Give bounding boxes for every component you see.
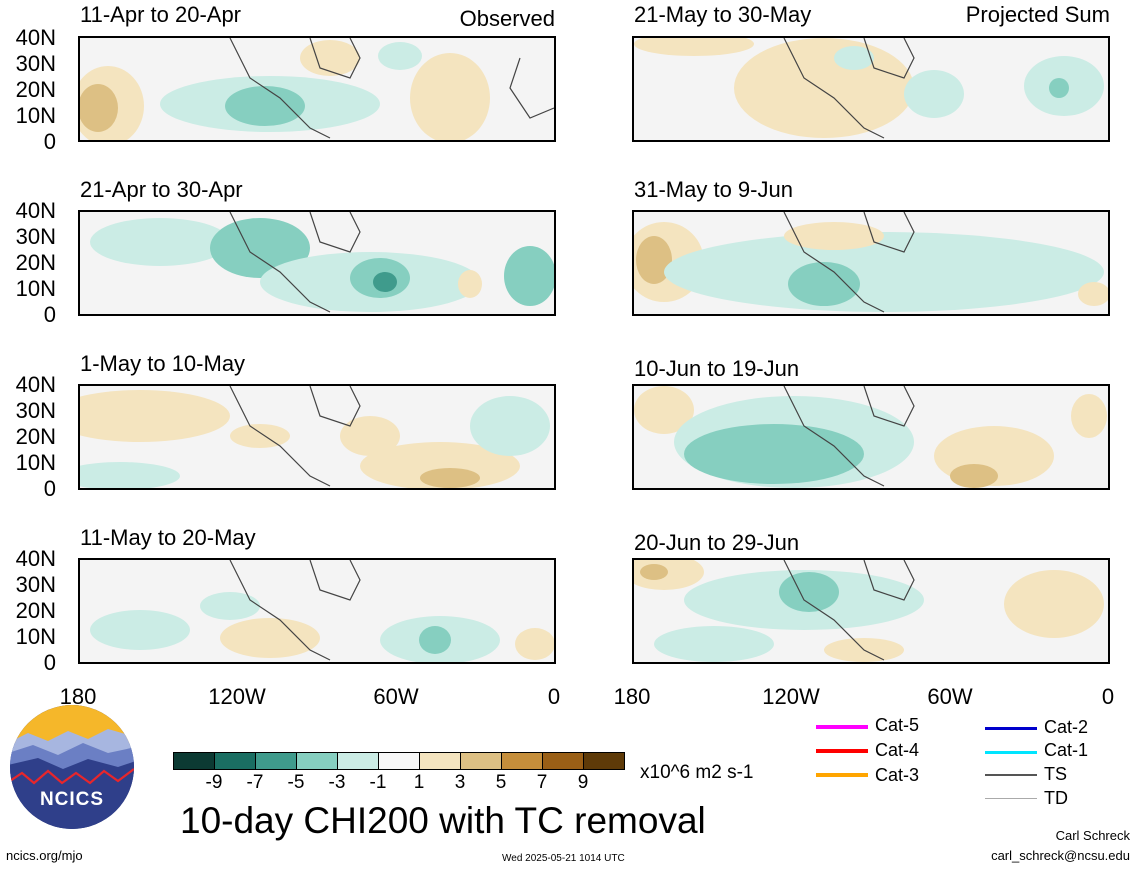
figure-title: 10-day CHI200 with TC removal xyxy=(180,800,706,841)
lon-label: 60W xyxy=(373,684,419,709)
lon-label: 180 xyxy=(613,684,651,709)
lon-label: 0 xyxy=(547,684,561,709)
lat-label: 20N xyxy=(15,424,56,449)
map-panel-2 xyxy=(78,210,556,316)
lat-label: 20N xyxy=(15,250,56,275)
colorbar-tick-label: 9 xyxy=(577,772,589,793)
colorbar-swatch xyxy=(501,752,543,770)
lat-label: 0 xyxy=(43,650,56,675)
legend-cat1-label: Cat-1 xyxy=(1044,740,1089,760)
panel-title-1: 11-Apr to 20-Apr xyxy=(80,2,242,27)
lat-label: 0 xyxy=(43,302,56,327)
colorbar-swatch xyxy=(378,752,420,770)
ncics-logo: NCICS xyxy=(8,703,136,831)
panel-title-3: 1-May to 10-May xyxy=(80,351,246,376)
colorbar-tick-label: 3 xyxy=(454,772,466,793)
lat-label: 10N xyxy=(15,624,56,649)
colorbar-swatch xyxy=(173,752,215,770)
map-panel-5 xyxy=(632,36,1110,142)
colorbar-swatch xyxy=(337,752,379,770)
panel-title-6: 31-May to 9-Jun xyxy=(634,177,793,202)
lat-label: 0 xyxy=(43,129,56,154)
lat-label: 20N xyxy=(15,598,56,623)
logo-text: NCICS xyxy=(39,789,105,810)
colorbar-swatch xyxy=(214,752,256,770)
lon-label: 120W xyxy=(762,684,820,709)
colorbar-units: x10^6 m2 s-1 xyxy=(640,762,754,783)
legend-ts-label: TS xyxy=(1044,764,1068,784)
legend-td-label: TD xyxy=(1044,788,1068,808)
colorbar-tick-label: -5 xyxy=(287,772,305,793)
legend-cat1-line xyxy=(985,751,1037,754)
legend-cat2-label: Cat-2 xyxy=(1044,717,1089,737)
lat-label: 30N xyxy=(15,398,56,423)
colorbar-swatch xyxy=(460,752,502,770)
lat-label: 10N xyxy=(15,103,56,128)
lat-label: 30N xyxy=(15,51,56,76)
legend-cat2-line xyxy=(985,727,1037,730)
colorbar-swatch xyxy=(255,752,297,770)
panel-title-2: 21-Apr to 30-Apr xyxy=(80,177,243,202)
map-panel-3 xyxy=(78,384,556,490)
legend-cat5-line xyxy=(816,725,868,729)
colorbar-tick-label: -3 xyxy=(328,772,346,793)
legend-cat3-line xyxy=(816,773,868,777)
panel-title-7: 10-Jun to 19-Jun xyxy=(634,356,800,381)
lat-label: 40N xyxy=(15,25,56,50)
colorbar-tick-label: 1 xyxy=(413,772,425,793)
colorbar-tick-label: 5 xyxy=(495,772,507,793)
colorbar-tick-label: 7 xyxy=(536,772,548,793)
colorbar-swatch xyxy=(296,752,338,770)
lat-label: 40N xyxy=(15,546,56,571)
panel-title-5: 21-May to 30-May xyxy=(634,2,812,27)
lat-label: 40N xyxy=(15,198,56,223)
projected-sum-label: Projected Sum xyxy=(965,2,1110,27)
map-panel-7 xyxy=(632,384,1110,490)
colorbar-swatch xyxy=(419,752,461,770)
site-url: ncics.org/mjo xyxy=(6,848,83,863)
lat-label: 0 xyxy=(43,476,56,501)
colorbar-tick-label: -7 xyxy=(246,772,264,793)
author-name: Carl Schreck xyxy=(1055,828,1130,843)
legend-ts-line xyxy=(985,774,1037,776)
panel-title-4: 11-May to 20-May xyxy=(80,525,256,550)
map-panel-8 xyxy=(632,558,1110,664)
colorbar-tick-label: -9 xyxy=(205,772,223,793)
map-panel-1 xyxy=(78,36,556,142)
lat-label: 40N xyxy=(15,372,56,397)
lat-label: 10N xyxy=(15,276,56,301)
map-panel-6 xyxy=(632,210,1110,316)
legend-cat4-line xyxy=(816,749,868,753)
panel-title-8: 20-Jun to 29-Jun xyxy=(634,530,800,555)
author-email: carl_schreck@ncsu.edu xyxy=(991,848,1130,863)
lon-label: 180 xyxy=(59,684,97,709)
lon-label: 120W xyxy=(208,684,266,709)
lon-label: 0 xyxy=(1101,684,1115,709)
lon-label: 60W xyxy=(927,684,973,709)
legend-cat5-label: Cat-5 xyxy=(875,715,920,735)
colorbar-swatch xyxy=(542,752,584,770)
legend-td-line xyxy=(985,798,1037,799)
map-panel-4 xyxy=(78,558,556,664)
colorbar-tick-label: -1 xyxy=(369,772,387,793)
lat-label: 20N xyxy=(15,77,56,102)
legend-cat4-label: Cat-4 xyxy=(875,740,920,760)
timestamp: Wed 2025-05-21 1014 UTC xyxy=(502,853,625,864)
legend-cat3-label: Cat-3 xyxy=(875,765,920,785)
lat-label: 10N xyxy=(15,450,56,475)
observed-label: Observed xyxy=(459,6,555,31)
lat-label: 30N xyxy=(15,224,56,249)
lat-label: 30N xyxy=(15,572,56,597)
colorbar-swatch xyxy=(583,752,625,770)
